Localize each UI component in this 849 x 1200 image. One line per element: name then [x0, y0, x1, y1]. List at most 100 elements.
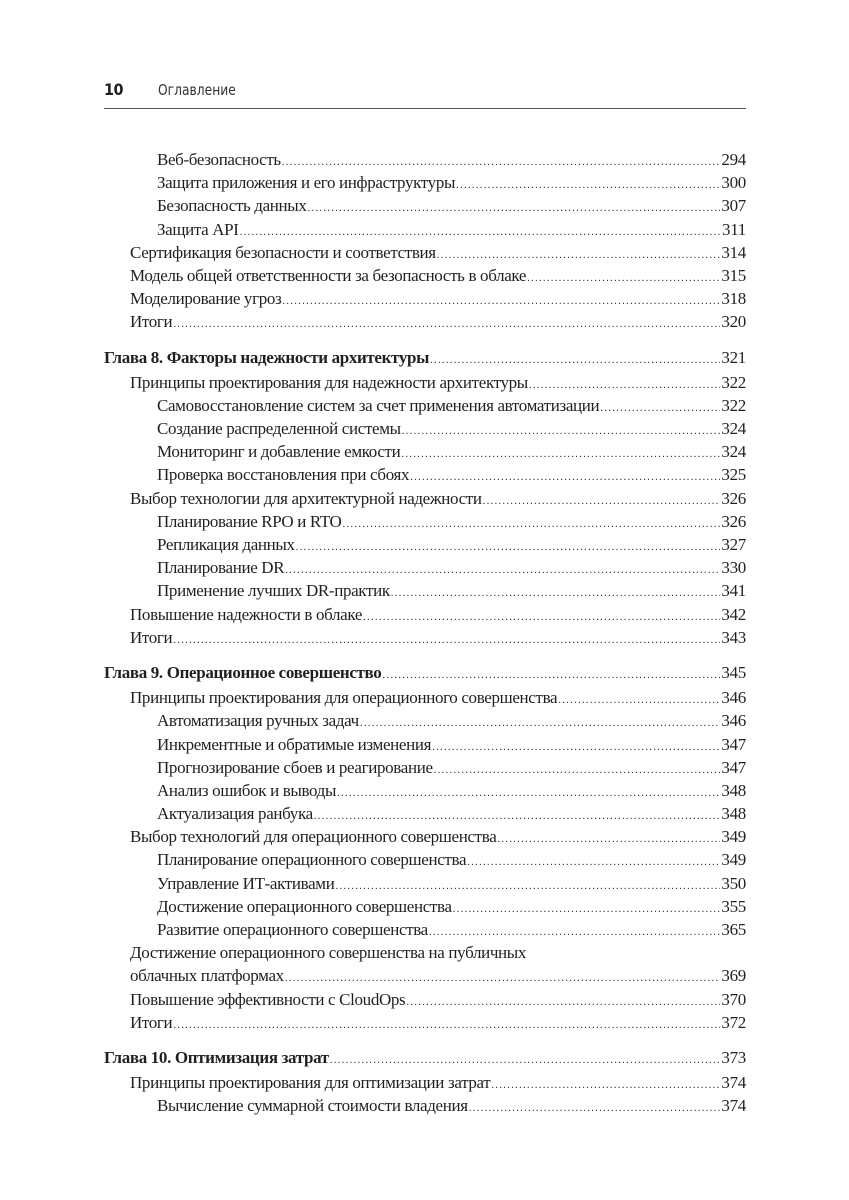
toc-entry[interactable]: Моделирование угроз 318	[104, 287, 746, 310]
toc-entry-title: Анализ ошибок и выводы	[157, 780, 337, 800]
toc-entry[interactable]: Веб-безопасность 294	[104, 148, 746, 171]
toc-entry-page: 342	[721, 604, 746, 624]
toc-entry[interactable]: Мониторинг и добавление емкости 324	[104, 440, 746, 463]
toc-entry[interactable]: Безопасность данных 307	[104, 194, 746, 217]
toc-entry-page: 369	[721, 966, 746, 986]
table-of-contents: Веб-безопасность 294 Защита приложения и е…	[104, 148, 746, 1118]
toc-entry-page: 300	[721, 173, 746, 193]
toc-entry-title: Управление ИТ-активами	[157, 873, 335, 893]
running-title: Оглавление	[158, 81, 236, 99]
dot-leader	[406, 991, 720, 1011]
toc-entry[interactable]: Принципы проектирования для операционног…	[104, 686, 746, 709]
dot-leader	[469, 1097, 721, 1117]
dot-leader	[491, 1074, 720, 1094]
toc-entry[interactable]: Выбор технологий для операционного совер…	[104, 825, 746, 848]
dot-leader	[401, 443, 720, 463]
toc-entry[interactable]: Защита приложения и его инфраструктуры 30…	[104, 171, 746, 194]
toc-entry-title: Принципы проектирования для операционног…	[130, 688, 558, 708]
toc-entry-title: Репликация данных	[157, 535, 295, 554]
toc-entry[interactable]: Сертификация безопасности и соответствия…	[104, 241, 746, 264]
toc-entry-page: 370	[721, 989, 746, 1009]
toc-chapter-entry[interactable]: Глава 10. Оптимизация затрат 373	[104, 1046, 746, 1069]
toc-entry[interactable]: Модель общей ответственности за безопасн…	[104, 264, 746, 287]
toc-entry-title: Самовосстановление систем за счет примен…	[157, 395, 600, 415]
toc-entry-title: Вычисление суммарной стоимости владения	[157, 1096, 468, 1116]
toc-entry[interactable]: Итоги 372	[104, 1011, 746, 1034]
toc-entry-title: Проверка восстановления при сбоях	[157, 465, 410, 485]
toc-entry[interactable]: Планирование DR 330	[104, 556, 746, 579]
toc-entry-page: 343	[721, 627, 746, 647]
toc-entry[interactable]: облачных платформах 369	[104, 964, 746, 987]
toc-entry-page: 345	[721, 662, 746, 682]
dot-leader	[527, 267, 720, 287]
toc-entry[interactable]: Принципы проектирования для надежности а…	[104, 371, 746, 394]
toc-entry-title: Планирование DR	[157, 558, 285, 578]
dot-leader	[467, 851, 720, 871]
toc-entry[interactable]: Планирование RPO и RTO 326	[104, 510, 746, 533]
toc-entry-page: 318	[721, 289, 746, 309]
toc-entry[interactable]: Автоматизация ручных задач 346	[104, 709, 746, 732]
toc-entry[interactable]: Анализ ошибок и выводы 348	[104, 779, 746, 802]
toc-entry[interactable]: Повышение надежности в облаке 342	[104, 603, 746, 626]
toc-entry[interactable]: Репликация данных 327	[104, 533, 746, 556]
toc-entry-title: Мониторинг и добавление емкости	[157, 442, 401, 462]
dot-leader	[437, 244, 721, 264]
dot-leader	[402, 420, 721, 440]
toc-entry-page: 346	[721, 688, 746, 708]
toc-entry-title: Глава 9. Операционное совершенство	[104, 662, 382, 682]
toc-entry-title: Создание распределенной системы	[157, 419, 401, 439]
toc-entry-title: Развитие операционного совершенства	[157, 920, 428, 939]
toc-entry-title: Итоги	[130, 1012, 173, 1032]
toc-entry[interactable]: Проверка восстановления при сбоях 325	[104, 463, 746, 486]
dot-leader	[296, 536, 721, 556]
toc-entry-title: Итоги	[130, 312, 173, 332]
toc-entry[interactable]: Достижение операционного совершенства 355	[104, 895, 746, 918]
toc-entry[interactable]: Выбор технологии для архитектурной надеж…	[104, 487, 746, 510]
dot-leader	[558, 689, 720, 709]
toc-entry-title: Принципы проектирования для надежности а…	[130, 372, 528, 392]
toc-entry-title: Сертификация безопасности и соответствия	[130, 242, 436, 262]
toc-entry-title: Веб-безопасность	[157, 150, 281, 169]
dot-leader	[285, 967, 721, 987]
toc-entry[interactable]: Планирование операционного совершенства 3…	[104, 848, 746, 871]
toc-entry-title: Планирование операционного совершенства	[157, 850, 467, 870]
toc-entry[interactable]: Принципы проектирования для оптимизации …	[104, 1071, 746, 1094]
toc-entry[interactable]: Самовосстановление систем за счет примен…	[104, 394, 746, 417]
toc-entry-title: Модель общей ответственности за безопасн…	[130, 265, 527, 285]
dot-leader	[600, 397, 720, 417]
toc-entry-page: 348	[721, 804, 746, 824]
toc-entry[interactable]: Применение лучших DR-практик 341	[104, 579, 746, 602]
toc-entry-title: Повышение надежности в облаке	[130, 604, 363, 624]
toc-entry-page: 365	[721, 920, 746, 939]
dot-leader	[342, 513, 720, 533]
toc-chapter-entry[interactable]: Глава 8. Факторы надежности архитектуры 3…	[104, 346, 746, 369]
toc-entry-title: Автоматизация ручных задач	[157, 711, 359, 731]
toc-entry[interactable]: Защита API 311	[104, 218, 746, 241]
toc-entry[interactable]: Прогнозирование сбоев и реагирование 347	[104, 756, 746, 779]
toc-entry[interactable]: Управление ИТ-активами 350	[104, 872, 746, 895]
dot-leader	[337, 782, 720, 802]
toc-entry-page: 307	[721, 196, 746, 216]
toc-entry[interactable]: Развитие операционного совершенства 365	[104, 918, 746, 941]
dot-leader	[307, 197, 720, 217]
toc-entry[interactable]: Итоги 343	[104, 626, 746, 649]
toc-chapter-entry[interactable]: Глава 9. Операционное совершенство 345	[104, 661, 746, 684]
toc-entry-page: 347	[721, 734, 746, 754]
toc-entry[interactable]: Актуализация ранбука 348	[104, 802, 746, 825]
dot-leader	[410, 466, 720, 486]
toc-entry-page: 349	[721, 827, 746, 847]
toc-entry[interactable]: Вычисление суммарной стоимости владения 3…	[104, 1094, 746, 1117]
toc-entry[interactable]: Создание распределенной системы 324	[104, 417, 746, 440]
dot-leader	[173, 313, 720, 333]
dot-leader	[314, 805, 721, 825]
toc-entry-title: Итоги	[130, 627, 173, 647]
toc-entry-page: 322	[721, 372, 746, 392]
toc-entry[interactable]: Повышение эффективности с CloudOps 370	[104, 988, 746, 1011]
dot-leader	[529, 374, 721, 394]
dot-leader	[453, 898, 721, 918]
dot-leader	[173, 1014, 720, 1034]
toc-entry-title: Повышение эффективности с CloudOps	[130, 989, 406, 1009]
toc-entry[interactable]: Итоги 320	[104, 310, 746, 333]
toc-entry[interactable]: Инкрементные и обратимые изменения 347	[104, 733, 746, 756]
dot-leader	[456, 174, 720, 194]
